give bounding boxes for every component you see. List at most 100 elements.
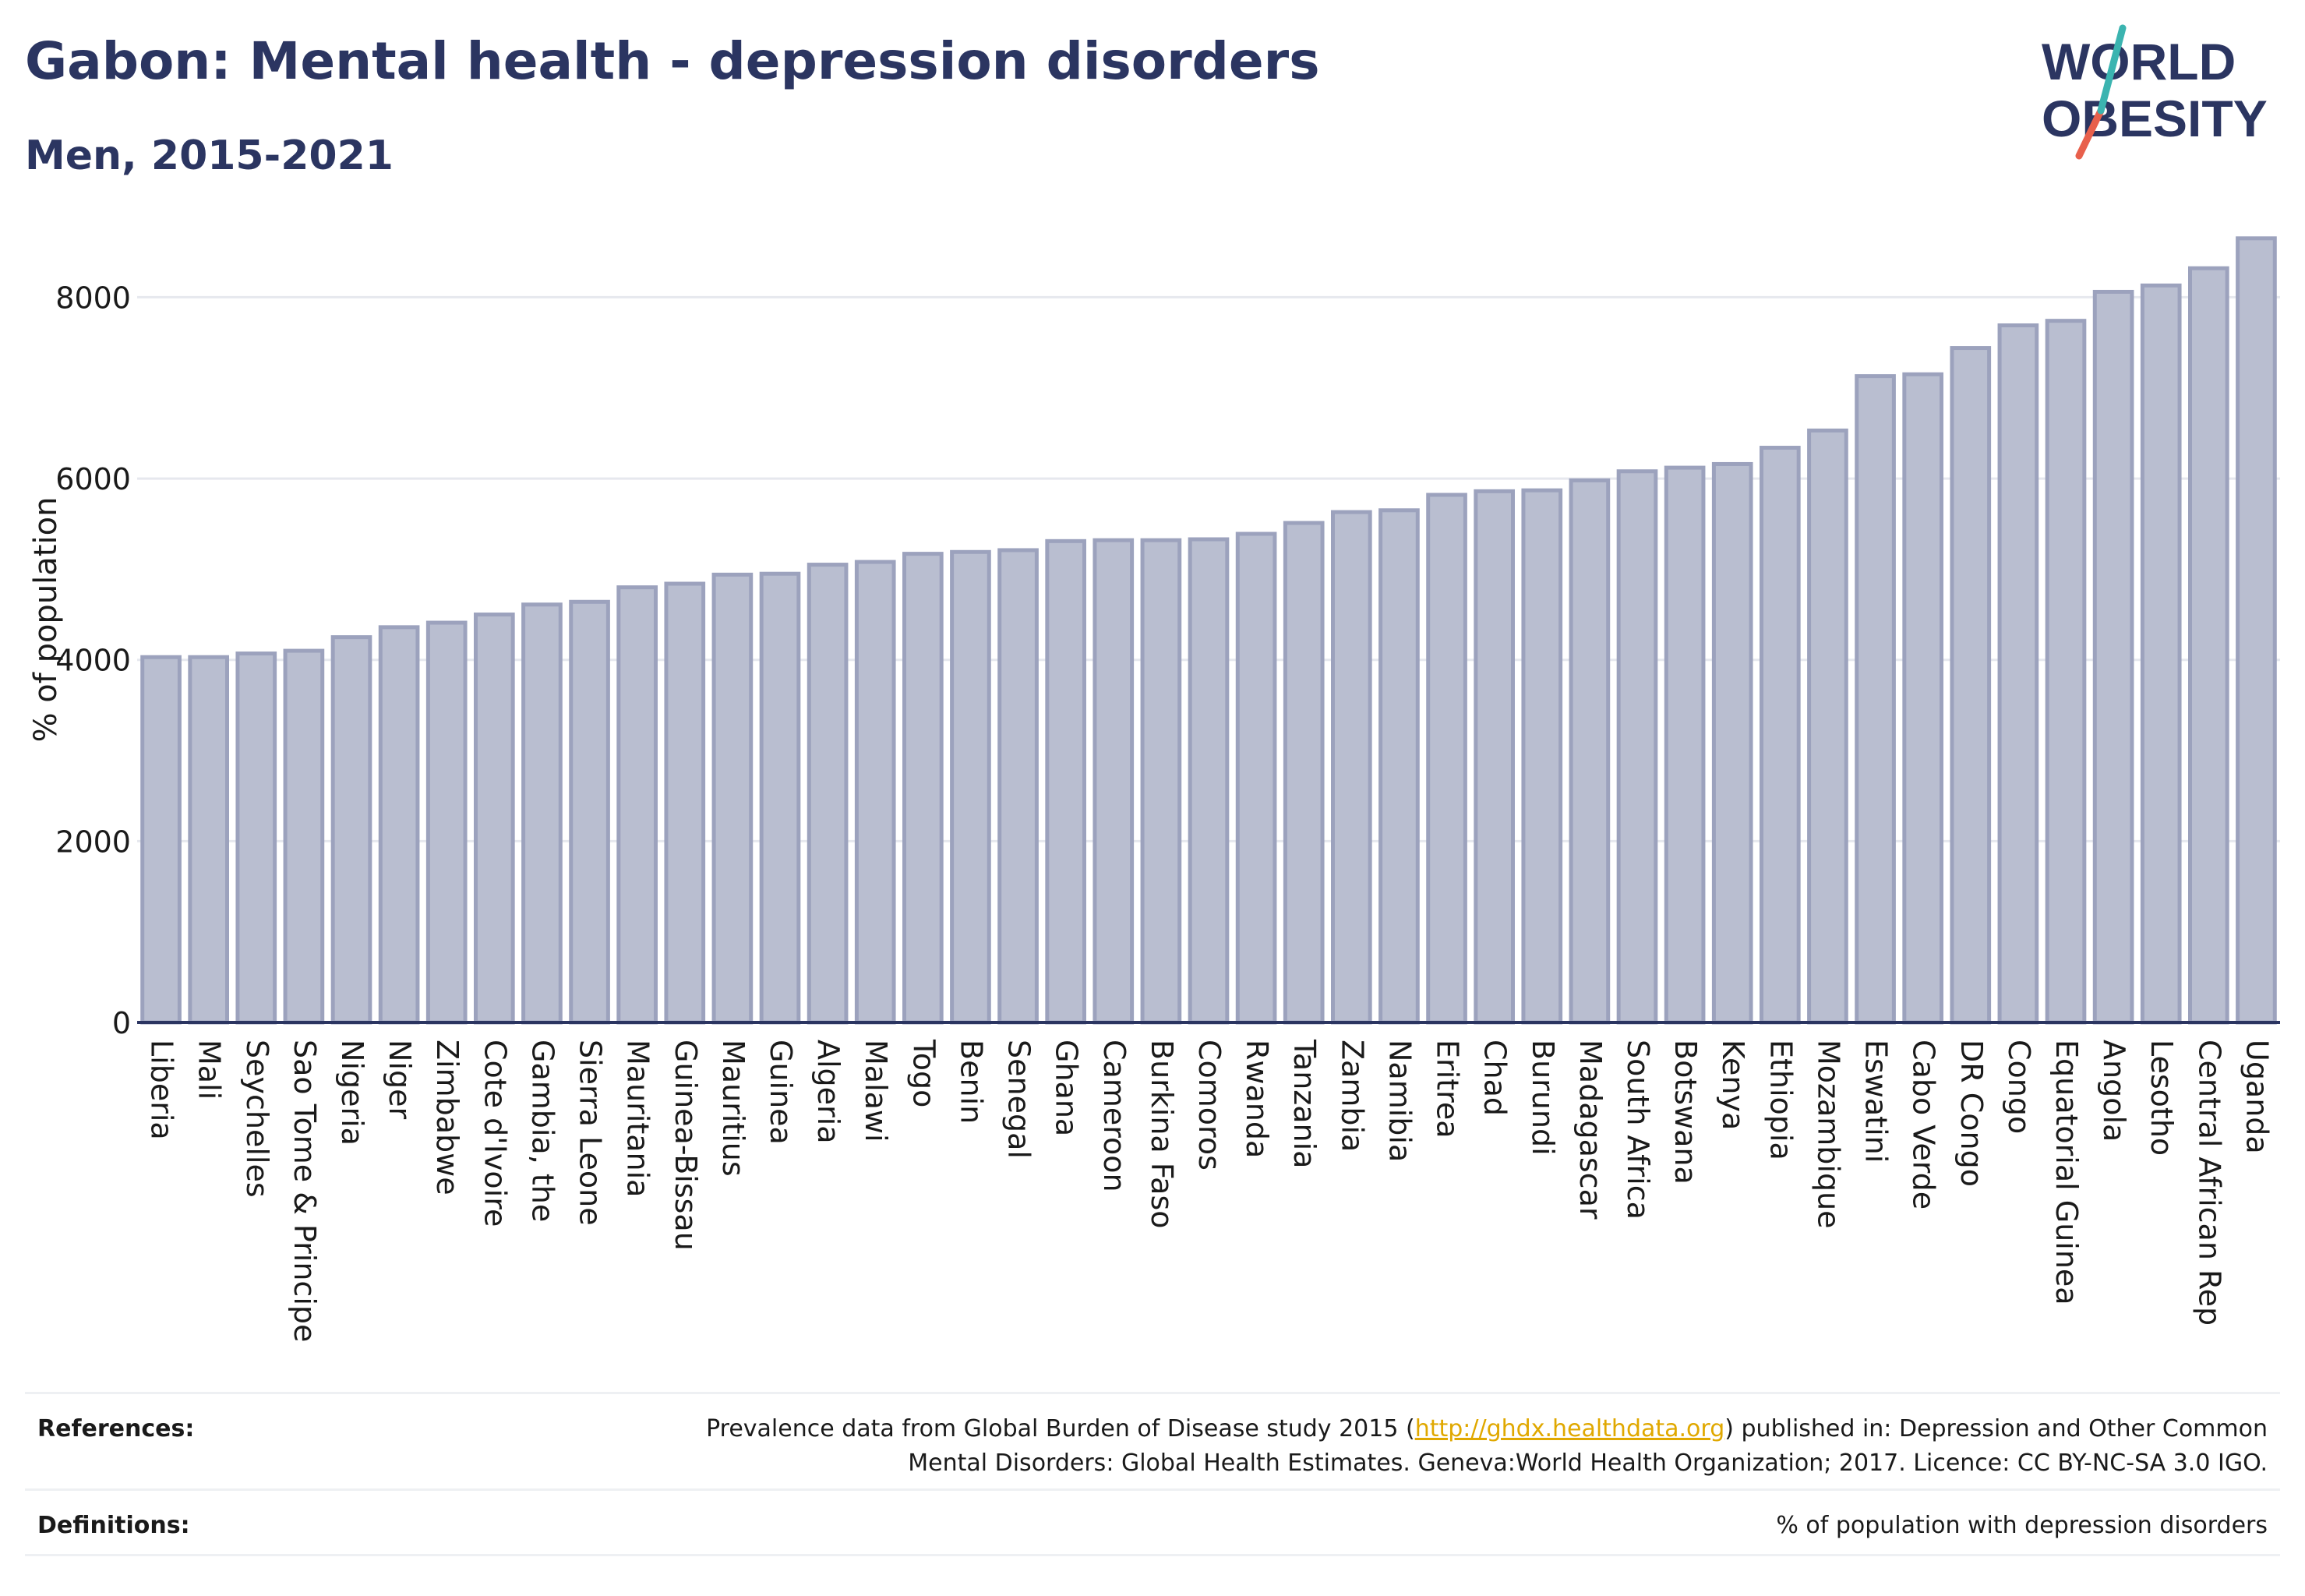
bar-madagascar — [1569, 478, 1611, 1025]
bar-zambia — [1331, 510, 1372, 1025]
x-tick-label: Comoros — [1192, 1040, 1227, 1171]
bar-mali — [188, 655, 229, 1025]
x-tick-label: Nigeria — [335, 1040, 369, 1146]
logo-line1: WORLD — [2042, 33, 2236, 90]
definitions-text: % of population with depression disorder… — [1776, 1512, 2268, 1539]
x-tick-label: Sierra Leone — [574, 1040, 608, 1226]
x-tick-label: Kenya — [1716, 1040, 1750, 1130]
x-tick-labels: Liberia Mali Seychelles Sao Tome & Principe… — [145, 1039, 2275, 1342]
bar-south-africa — [1616, 469, 1658, 1025]
x-tick-label: Rwanda — [1240, 1040, 1274, 1158]
references-text-1: Prevalence data from Global Burden of Di… — [706, 1415, 1415, 1442]
x-tick-label: Benin — [954, 1040, 988, 1124]
bar-angola — [2092, 289, 2134, 1025]
references-text-2: ) published in: Depression and Other Com… — [1724, 1415, 2268, 1442]
y-tick-label: 6000 — [55, 462, 131, 496]
bar-mozambique — [1807, 428, 1848, 1025]
bar-cabo-verde — [1902, 372, 1943, 1025]
logo-slash-coral — [2075, 107, 2105, 160]
x-tick-label: Equatorial Guinea — [2049, 1040, 2084, 1305]
x-tick-label: Eswatini — [1859, 1040, 1894, 1163]
bar-guinea-bissau — [664, 581, 706, 1025]
bar-tanzania — [1283, 521, 1325, 1025]
bar-chad — [1474, 489, 1516, 1025]
x-tick-label: Zambia — [1335, 1040, 1369, 1152]
bar-algeria — [807, 563, 849, 1025]
x-tick-label: Eritrea — [1431, 1040, 1465, 1139]
bar-nigeria — [330, 635, 372, 1025]
bar-rwanda — [1235, 531, 1277, 1025]
bar-guinea — [759, 571, 801, 1025]
logo-slash-teal — [2097, 24, 2127, 115]
x-tick-label: Burundi — [1526, 1040, 1560, 1156]
bar-eswatini — [1855, 374, 1896, 1025]
x-tick-label: Cameroon — [1097, 1040, 1131, 1192]
bar-benin — [950, 549, 991, 1025]
x-tick-label: Ethiopia — [1763, 1040, 1798, 1160]
x-tick-label: Senegal — [1002, 1040, 1036, 1159]
x-tick-label: Mali — [192, 1040, 227, 1100]
references-text-3: Mental Disorders: Global Health Estimate… — [908, 1449, 2268, 1477]
x-tick-label: DR Congo — [1954, 1040, 1989, 1187]
x-tick-label: Central African Rep — [2192, 1040, 2226, 1326]
x-tick-label: Madagascar — [1573, 1040, 1608, 1220]
x-tick-label: Lesotho — [2144, 1040, 2179, 1156]
bar-lesotho — [2140, 283, 2182, 1025]
world-obesity-logo: WORLD OBESITY — [2042, 24, 2268, 160]
bar-ethiopia — [1760, 446, 1801, 1025]
x-tick-label: Guinea-Bissau — [669, 1040, 703, 1251]
bar-eritrea — [1426, 493, 1467, 1025]
x-tick-label: Mauritius — [716, 1040, 750, 1177]
x-tick-label: Cabo Verde — [1907, 1040, 1941, 1209]
bar-seychelles — [235, 651, 277, 1025]
bar-equatorial-guinea — [2045, 319, 2087, 1025]
x-tick-label: Seychelles — [240, 1040, 274, 1198]
x-tick-label: Algeria — [811, 1040, 845, 1144]
bar-sierra-leone — [569, 599, 610, 1025]
x-tick-label: Malawi — [859, 1040, 893, 1142]
bars — [140, 236, 2277, 1025]
x-tick-label: Gambia, the — [525, 1040, 559, 1222]
bar-comoros — [1188, 537, 1230, 1025]
bar-uganda — [2236, 236, 2277, 1025]
x-tick-label: Tanzania — [1287, 1039, 1322, 1168]
bar-kenya — [1711, 461, 1753, 1025]
x-tick-label: Niger — [383, 1040, 417, 1119]
x-tick-label: Uganda — [2240, 1040, 2274, 1154]
page-title: Gabon: Mental health - depression disord… — [25, 31, 1320, 91]
bar-zimbabwe — [425, 620, 468, 1025]
bar-burkina-faso — [1140, 538, 1182, 1025]
bar-botswana — [1664, 465, 1706, 1025]
x-tick-label: Guinea — [764, 1040, 798, 1145]
bar-central-african-rep — [2188, 266, 2229, 1025]
bar-burundi — [1521, 488, 1563, 1025]
bar-ghana — [1045, 538, 1087, 1025]
bar-dr-congo — [1950, 346, 1992, 1025]
bar-gambia-the — [521, 602, 563, 1025]
bar-malawi — [854, 560, 896, 1025]
definitions-label: Definitions: — [37, 1512, 190, 1539]
x-tick-label: Burkina Faso — [1145, 1040, 1179, 1229]
y-axis-label: % of population — [28, 497, 64, 743]
bar-senegal — [997, 548, 1039, 1025]
x-tick-label: Angola — [2097, 1040, 2131, 1142]
x-tick-label: Mozambique — [1811, 1040, 1845, 1229]
bar-congo — [1997, 323, 2039, 1025]
page-subtitle: Men, 2015-2021 — [25, 132, 394, 179]
logo-line2: OBESITY — [2042, 90, 2268, 147]
x-tick-label: Congo — [2002, 1040, 2036, 1134]
divider-top — [25, 1392, 2280, 1394]
bar-mauritius — [711, 572, 754, 1025]
x-tick-label: Namibia — [1382, 1040, 1417, 1162]
x-tick-label: Mauritania — [621, 1040, 655, 1197]
x-tick-label: Togo — [906, 1039, 941, 1107]
references-label: References: — [37, 1415, 195, 1442]
bar-cameroon — [1092, 538, 1135, 1025]
divider-middle — [25, 1488, 2280, 1491]
references-link[interactable]: http://ghdx.healthdata.org — [1414, 1415, 1725, 1442]
x-tick-label: South Africa — [1621, 1040, 1655, 1220]
x-tick-label: Sao Tome & Principe — [288, 1040, 322, 1342]
y-tick-label: 0 — [112, 1006, 131, 1040]
y-tick-label: 4000 — [55, 644, 131, 678]
references-text: Prevalence data from Global Burden of Di… — [631, 1412, 2268, 1481]
